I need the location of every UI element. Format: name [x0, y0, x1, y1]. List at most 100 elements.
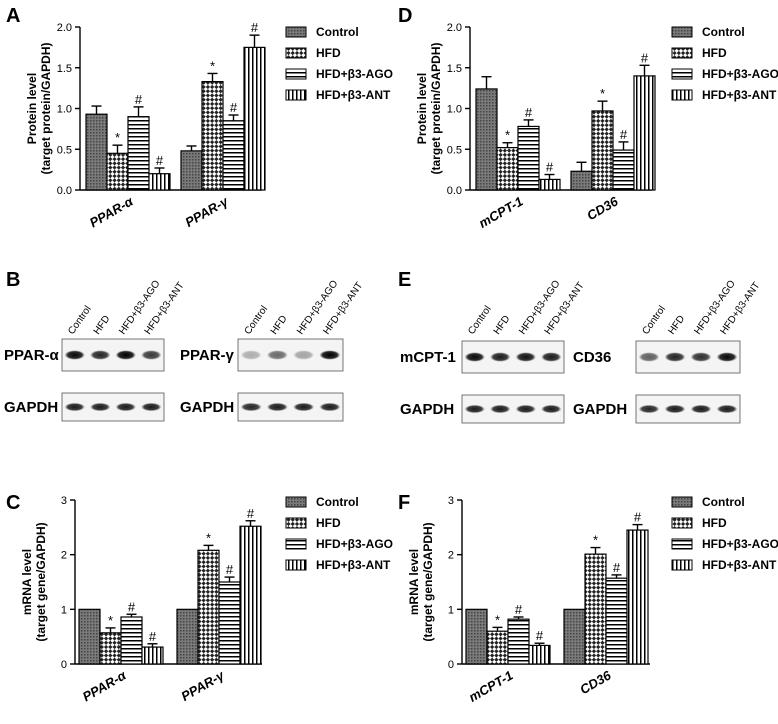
panel-label: D	[398, 5, 412, 27]
blot-control-band	[90, 402, 111, 412]
y-tick-label: 2.0	[447, 22, 462, 34]
panel-label: E	[398, 269, 411, 291]
blot-control-band	[266, 402, 288, 412]
bar-hfd-3-ago-0	[120, 616, 143, 665]
blot-control-label: GAPDH	[180, 399, 234, 416]
y-tick-label: 0	[448, 659, 454, 671]
bar-hfd-1	[201, 81, 224, 191]
bar-hfd-3-ago-1	[218, 581, 241, 665]
y-tick-label: 1.5	[57, 63, 72, 75]
legend-entry: HFD	[316, 516, 341, 530]
significance-mark: #	[613, 560, 621, 575]
legend-swatch	[671, 538, 693, 550]
lane-label: Control	[466, 304, 494, 337]
bar-hfd-0	[486, 630, 509, 665]
significance-mark: #	[230, 100, 238, 115]
x-category-label: CD36	[584, 193, 621, 223]
bar-hfd-0	[99, 632, 122, 665]
lane-label: HFD	[666, 314, 687, 337]
blot-target-band	[464, 352, 485, 362]
legend-swatch	[285, 517, 307, 529]
significance-mark: #	[156, 153, 164, 168]
bar-hfd-3-ant-0	[538, 178, 561, 191]
lane-label: Control	[243, 304, 271, 337]
y-tick-label: 0.0	[447, 185, 462, 197]
blot-control-label: GAPDH	[573, 401, 627, 418]
y-tick-label: 1	[448, 604, 454, 616]
significance-mark: #	[641, 50, 649, 65]
significance-mark: #	[620, 127, 628, 142]
y-axis-label: Protein level(target protein/GAPDH)	[415, 42, 443, 174]
y-tick-label: 3	[61, 495, 67, 507]
blot-control-band	[664, 404, 686, 414]
blot-target-band	[690, 352, 712, 362]
bar-hfd-3-ant-1	[633, 75, 656, 191]
chart-panel-d: D 0.0 0.5 1.0 1.5 2.0 Protein level(target pro…	[398, 5, 778, 231]
legend-entry: HFD+β3-ANT	[702, 558, 777, 572]
chart-panel-f: F 0 1 2 3 mRNA level(target gene/GAPDH) * # # mCP…	[398, 492, 778, 705]
blot-target-band	[716, 352, 738, 362]
legend-swatch	[671, 68, 693, 80]
x-category-label: mCPT-1	[466, 668, 515, 705]
legend-swatch	[285, 496, 307, 508]
blot-control-band	[115, 402, 136, 412]
chart-panel-c: C 0 1 2 3 mRNA level(target gene/GAPDH) * # # PPA…	[6, 492, 393, 704]
blot-control-band	[638, 404, 660, 414]
legend-entry: HFD+β3-AGO	[702, 67, 778, 81]
y-tick-label: 2.0	[57, 22, 72, 34]
significance-mark: *	[505, 128, 510, 143]
bar-hfd-1	[591, 110, 614, 191]
legend-swatch	[671, 496, 693, 508]
legend-entry: HFD+β3-ANT	[702, 88, 777, 102]
significance-mark: *	[210, 58, 215, 73]
lane-label: Control	[66, 304, 94, 337]
lane-label: HFD	[492, 314, 513, 337]
legend-entry: HFD+β3-ANT	[316, 558, 391, 572]
blot-control-band	[141, 402, 162, 412]
legend-swatch	[671, 517, 693, 529]
lane-label: HFD	[92, 314, 113, 337]
bar-hfd-3-ago-1	[605, 577, 628, 665]
y-tick-label: 2	[448, 550, 454, 562]
legend-entry: HFD+β3-AGO	[316, 67, 393, 81]
y-axis-label: mRNA level(target gene/GAPDH)	[20, 522, 48, 641]
significance-mark: *	[108, 613, 113, 628]
legend-swatch	[671, 47, 693, 59]
legend-entry: Control	[702, 25, 745, 39]
blot-control-band	[690, 404, 712, 414]
bar-hfd-3-ant-0	[528, 644, 551, 665]
blot-target-label: PPAR-α	[4, 347, 60, 364]
legend-entry: HFD+β3-AGO	[702, 537, 778, 551]
blot-control-band	[716, 404, 738, 414]
legend-entry: HFD+β3-AGO	[316, 537, 393, 551]
legend-entry: HFD	[316, 46, 341, 60]
blot-target-band	[293, 350, 315, 360]
bar-hfd-3-ago-0	[517, 125, 540, 191]
bar-hfd-1	[197, 549, 220, 665]
legend-entry: Control	[702, 495, 745, 509]
blot-control-label: GAPDH	[400, 401, 454, 418]
x-category-label: PPAR-α	[80, 667, 129, 704]
legend-swatch	[671, 26, 693, 38]
blot-control-band	[319, 402, 341, 412]
legend-entry: Control	[316, 495, 359, 509]
blot-target-band	[115, 350, 136, 360]
blot-target-band	[664, 352, 686, 362]
y-tick-label: 0.0	[57, 185, 72, 197]
bar-hfd-3-ago-0	[127, 116, 150, 191]
bar-hfd-0	[496, 147, 519, 191]
bar-hfd-3-ant-1	[239, 525, 262, 665]
bar-control-0	[475, 88, 498, 191]
y-tick-label: 0.5	[447, 144, 462, 156]
blot-target-band	[141, 350, 162, 360]
bar-control-0	[85, 113, 108, 191]
legend-swatch	[285, 538, 307, 550]
lane-label: Control	[640, 304, 668, 337]
legend-swatch	[285, 559, 307, 571]
legend-swatch	[285, 89, 307, 101]
x-category-label: mCPT-1	[476, 194, 525, 231]
blot-target-label: mCPT-1	[400, 349, 456, 366]
bar-hfd-1	[584, 553, 607, 665]
significance-mark: #	[247, 506, 255, 521]
significance-mark: #	[135, 92, 143, 107]
